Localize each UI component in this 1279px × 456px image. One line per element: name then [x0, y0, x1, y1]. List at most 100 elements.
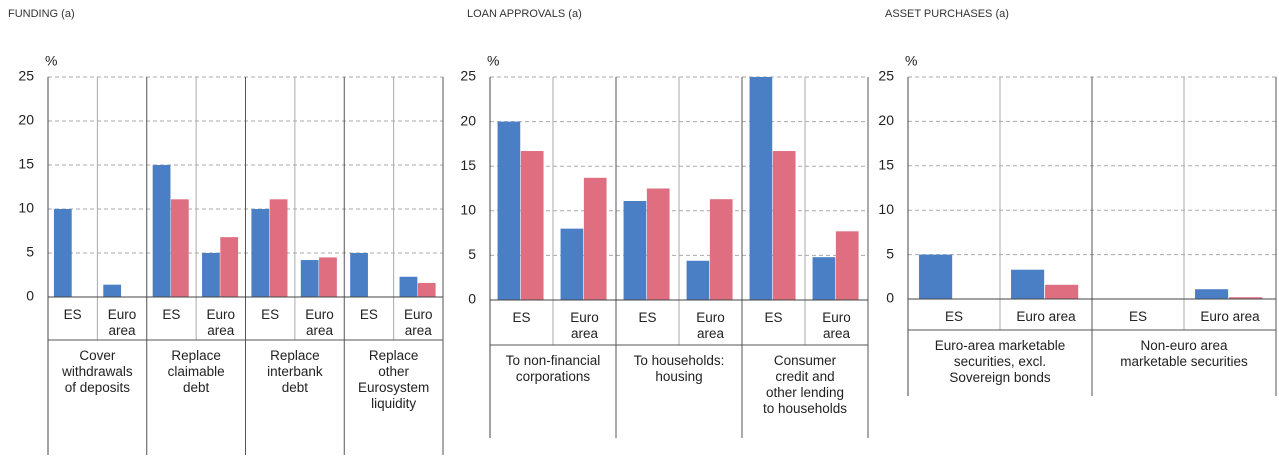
bar — [919, 254, 953, 299]
bar — [417, 282, 436, 297]
group-label-line: Non-euro area — [1140, 338, 1228, 353]
y-tick-label: 0 — [26, 288, 34, 304]
group-label: Replace claimable debt — [149, 348, 244, 396]
bar — [835, 231, 859, 300]
x-tick-label: ES — [638, 310, 657, 325]
group-label-line: securities, excl. — [953, 354, 1047, 369]
group-label-line: credit and — [775, 369, 835, 384]
bar — [772, 151, 796, 300]
group-label-line: Replace — [368, 348, 419, 363]
group-label: Replace other Eurosystem liquidity — [346, 348, 441, 412]
group-label-line: Replace — [171, 348, 221, 363]
bar — [686, 260, 710, 300]
bar — [1045, 284, 1079, 299]
bar — [53, 209, 72, 297]
group-label-line: marketable securities — [1120, 354, 1248, 369]
bar — [300, 260, 319, 297]
y-tick-label: 10 — [18, 200, 34, 216]
group-label-line: Cover — [79, 348, 116, 363]
group-label: Cover withdrawals of deposits — [50, 348, 145, 396]
x-tick-label: ES — [261, 307, 280, 322]
x-tick-label: Euro area — [305, 307, 334, 338]
bar — [170, 199, 189, 297]
bar — [812, 257, 836, 300]
bar — [399, 276, 418, 297]
group-label-line: of deposits — [64, 380, 131, 395]
y-axis-label: % — [487, 53, 499, 69]
x-tick-label: Euro area — [570, 310, 599, 341]
y-tick-label: 20 — [18, 112, 34, 128]
group-label-line: Euro-area marketable — [934, 338, 1066, 353]
x-tick-label: Euro area — [404, 307, 433, 338]
y-tick-label: 0 — [886, 290, 894, 306]
y-axis-label: % — [45, 53, 57, 69]
chart-title: ASSET PURCHASES (a) — [885, 8, 1009, 20]
x-tick-label: ES — [944, 309, 963, 324]
group-label-line: To non-financial — [505, 353, 601, 368]
y-tick-label: 15 — [878, 157, 894, 173]
group-label-line: corporations — [515, 369, 591, 384]
y-tick-label: 25 — [878, 68, 894, 84]
x-tick-label: Euro area — [107, 307, 137, 338]
group-label-line: debt — [281, 380, 309, 395]
bar — [497, 121, 521, 300]
x-tick-label: Euro area — [696, 310, 725, 341]
bar — [269, 199, 288, 297]
bar — [749, 77, 773, 300]
bar — [251, 209, 270, 297]
y-tick-label: 5 — [26, 244, 34, 260]
bar — [202, 253, 220, 297]
bar — [583, 177, 607, 300]
bar — [709, 199, 733, 300]
group-label-line: other lending — [765, 385, 845, 400]
x-tick-label: Euro area — [206, 307, 236, 338]
y-tick-label: 20 — [878, 112, 894, 128]
chart-title: LOAN APPROVALS (a) — [467, 8, 582, 20]
group-label-line: Sovereign bonds — [949, 370, 1051, 385]
group-label: To households: housing — [618, 353, 740, 385]
bar — [1195, 289, 1229, 299]
bar — [319, 257, 337, 297]
y-tick-label: 15 — [460, 157, 476, 173]
x-tick-label: ES — [1128, 309, 1147, 324]
y-tick-label: 10 — [878, 201, 894, 217]
bar — [560, 228, 584, 300]
y-tick-label: 25 — [18, 68, 34, 84]
x-tick-label: ES — [63, 307, 82, 322]
chart-title: FUNDING (a) — [8, 8, 75, 20]
group-label-line: Consumer — [773, 353, 837, 368]
group-label: Euro-area marketable securities, excl. Sov… — [910, 338, 1090, 386]
group-label: Consumer credit and other lending to househ… — [744, 353, 866, 417]
bar — [103, 284, 122, 297]
group-label-line: other — [378, 364, 410, 379]
group-label-line: To households: — [633, 353, 725, 368]
group-label: To non-financial corporations — [492, 353, 614, 385]
y-tick-label: 25 — [460, 68, 476, 84]
bar — [623, 200, 647, 300]
group-label: Replace interbank debt — [248, 348, 343, 396]
group-label-line: to households — [762, 401, 848, 416]
x-tick-label: ES — [764, 310, 783, 325]
x-tick-label: ES — [512, 310, 531, 325]
y-tick-label: 0 — [468, 291, 476, 307]
group-label-line: Eurosystem — [357, 380, 430, 395]
bar — [220, 237, 239, 297]
group-label-line: debt — [182, 380, 210, 395]
y-axis-label: % — [905, 53, 917, 69]
bar — [152, 165, 171, 297]
group-label-line: housing — [655, 369, 703, 384]
y-tick-label: 5 — [886, 245, 894, 261]
x-tick-label: ES — [359, 307, 378, 322]
x-tick-label: ES — [162, 307, 181, 322]
y-tick-label: 5 — [468, 246, 476, 262]
bar — [350, 253, 368, 297]
group-label-line: Replace — [270, 348, 320, 363]
x-tick-label: Euro area — [1016, 309, 1076, 324]
group-label-line: claimable — [167, 364, 225, 379]
bar — [1229, 297, 1263, 299]
bar — [520, 151, 544, 300]
bar — [1011, 269, 1045, 299]
x-tick-label: Euro area — [1200, 309, 1260, 324]
